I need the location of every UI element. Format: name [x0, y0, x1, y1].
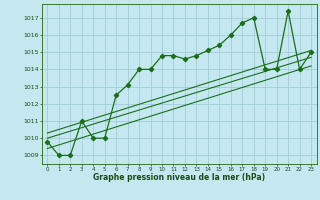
X-axis label: Graphe pression niveau de la mer (hPa): Graphe pression niveau de la mer (hPa)	[93, 173, 265, 182]
